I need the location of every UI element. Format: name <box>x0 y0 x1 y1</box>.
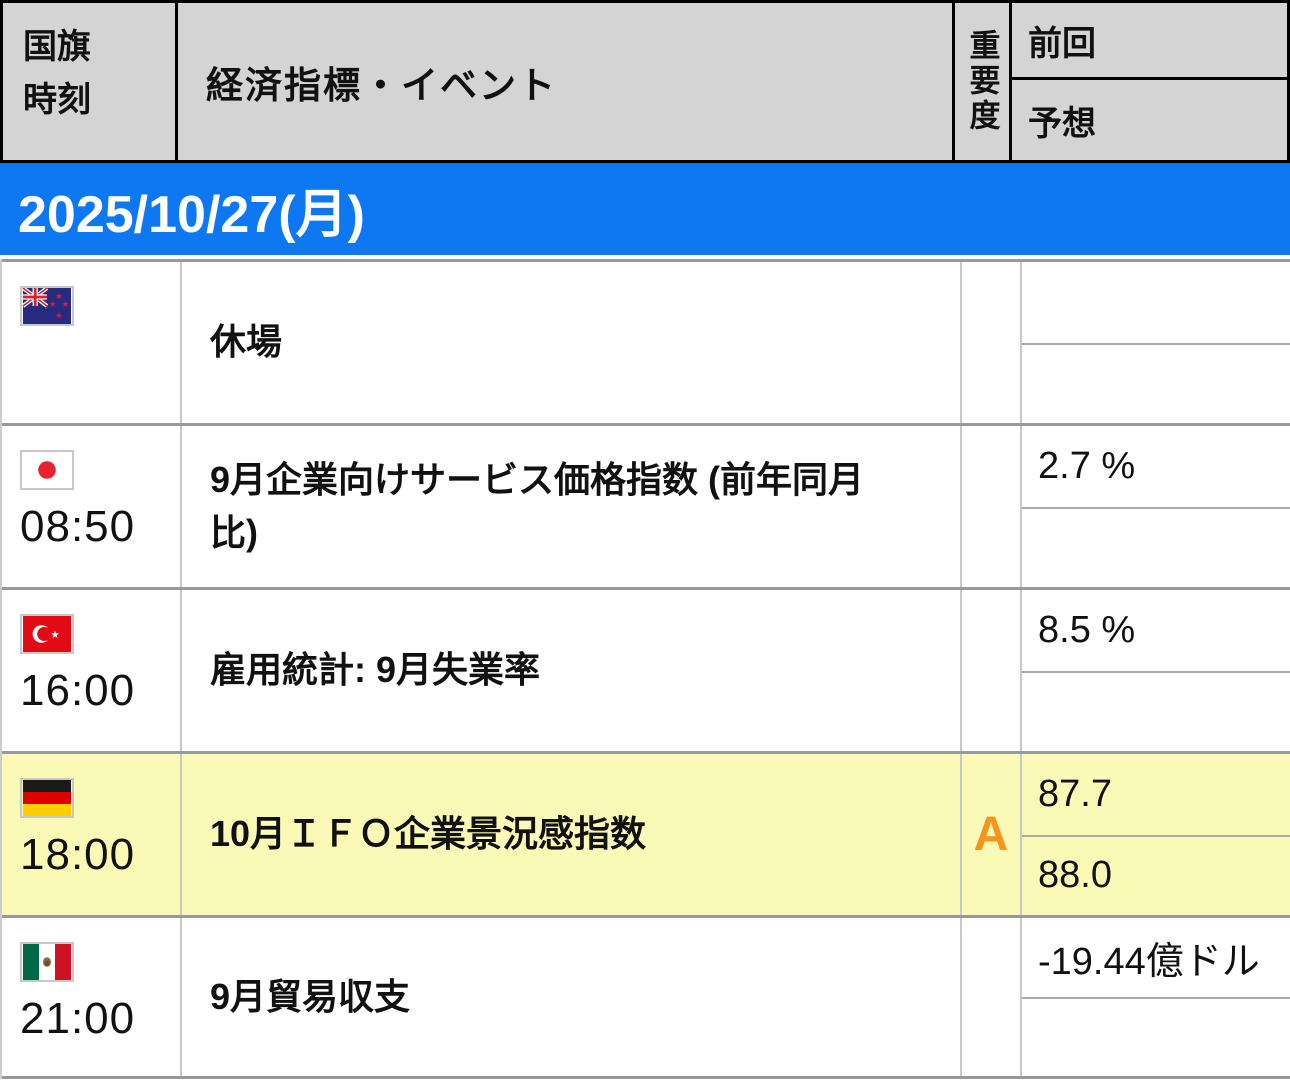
previous-value: -19.44億ドル <box>1038 941 1260 983</box>
importance-cell <box>960 426 1020 587</box>
header-previous-label: 前回 <box>1012 3 1287 80</box>
event-cell[interactable]: 休場 <box>180 262 960 423</box>
importance-badge: A <box>973 808 1009 861</box>
values-cell: 2.7 % <box>1020 426 1290 587</box>
values-cell: 87.7 88.0 <box>1020 754 1290 915</box>
flag-time-cell: 21:00 <box>2 918 180 1076</box>
event-cell[interactable]: 9月企業向けサービス価格指数 (前年同月比) <box>180 426 960 587</box>
values-cell: -19.44億ドル <box>1020 918 1290 1076</box>
header-time-label: 時刻 <box>23 80 91 119</box>
values-cell: 8.5 % <box>1020 590 1290 751</box>
table-row[interactable]: ★ 16:00 雇用統計: 9月失業率 8.5 % <box>2 587 1290 751</box>
svg-text:★: ★ <box>61 300 69 310</box>
header-event: 経済指標・イベント <box>178 3 955 160</box>
table-header: 国旗 時刻 経済指標・イベント 重要度 前回 予想 <box>0 0 1290 163</box>
event-name: 雇用統計: 9月失業率 <box>210 649 541 691</box>
mexico-flag-icon <box>20 942 74 982</box>
event-name: 9月企業向けサービス価格指数 (前年同月比) <box>210 459 865 553</box>
flag-time-cell: 08:50 <box>2 426 180 587</box>
header-forecast-label: 予想 <box>1028 104 1096 143</box>
event-cell[interactable]: 10月ＩＦＯ企業景況感指数 <box>180 754 960 915</box>
svg-text:★: ★ <box>55 292 63 302</box>
forecast-value <box>1022 670 1290 752</box>
date-banner: 2025/10/27(月) <box>0 163 1290 255</box>
table-row[interactable]: 08:50 9月企業向けサービス価格指数 (前年同月比) 2.7 % <box>2 423 1290 587</box>
germany-flag-icon <box>20 778 74 818</box>
japan-flag-icon <box>20 450 74 490</box>
header-importance: 重要度 <box>955 3 1012 160</box>
forecast-value <box>1022 997 1290 1076</box>
forecast-value: 88.0 <box>1022 834 1290 916</box>
svg-text:★: ★ <box>49 300 57 310</box>
header-values: 前回 予想 <box>1012 3 1287 160</box>
table-row[interactable]: ★ ★ ★ ★ 休場 <box>2 259 1290 423</box>
header-event-label: 経済指標・イベント <box>206 64 557 106</box>
previous-value <box>1022 262 1290 343</box>
values-cell <box>1020 262 1290 423</box>
forecast-value <box>1022 342 1290 424</box>
flag-time-cell: 18:00 <box>2 754 180 915</box>
turkey-flag-icon: ★ <box>20 614 74 654</box>
table-row[interactable]: 21:00 9月貿易収支 -19.44億ドル <box>2 915 1290 1079</box>
header-flag-time: 国旗 時刻 <box>3 3 178 160</box>
event-time: 08:50 <box>20 502 136 551</box>
flag-time-cell: ★ ★ ★ ★ <box>2 262 180 423</box>
flag-time-cell: ★ 16:00 <box>2 590 180 751</box>
event-time: 18:00 <box>20 830 136 879</box>
table-row-highlighted[interactable]: 18:00 10月ＩＦＯ企業景況感指数 A 87.7 88.0 <box>2 751 1290 915</box>
importance-cell: A <box>960 754 1020 915</box>
event-time: 16:00 <box>20 666 136 715</box>
importance-cell <box>960 918 1020 1076</box>
new-zealand-flag-icon: ★ ★ ★ ★ <box>20 286 74 326</box>
event-time: 21:00 <box>20 994 136 1043</box>
previous-value: 8.5 % <box>1038 608 1136 651</box>
event-cell[interactable]: 雇用統計: 9月失業率 <box>180 590 960 751</box>
event-cell[interactable]: 9月貿易収支 <box>180 918 960 1076</box>
svg-text:★: ★ <box>55 311 63 321</box>
header-importance-label: 重要度 <box>964 29 1000 134</box>
event-name: 10月ＩＦＯ企業景況感指数 <box>210 813 647 855</box>
importance-cell <box>960 262 1020 423</box>
event-rows: ★ ★ ★ ★ 休場 <box>0 259 1290 1079</box>
svg-text:★: ★ <box>50 629 59 641</box>
previous-value: 87.7 <box>1038 772 1112 815</box>
previous-value: 2.7 % <box>1038 444 1136 487</box>
header-flag-label: 国旗 <box>23 28 91 66</box>
event-name: 9月貿易収支 <box>210 975 411 1017</box>
event-name: 休場 <box>210 321 283 363</box>
forecast-value <box>1022 506 1290 588</box>
importance-cell <box>960 590 1020 751</box>
date-banner-label: 2025/10/27(月) <box>18 185 365 244</box>
